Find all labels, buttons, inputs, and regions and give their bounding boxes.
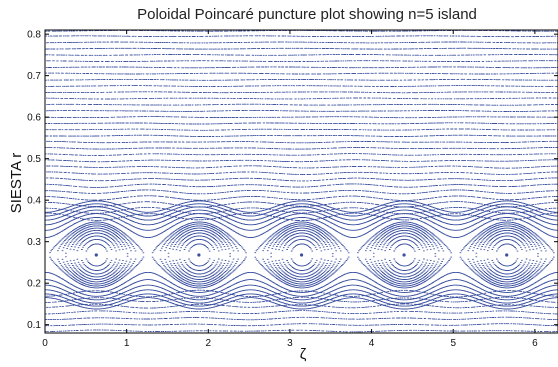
y-tick-label: 0.4 (27, 196, 41, 207)
x-tick-label: 5 (450, 338, 456, 349)
island-contour (85, 243, 519, 252)
flux-surface (45, 323, 558, 327)
x-axis: 0 1 2 3 4 5 6 (42, 30, 538, 349)
flux-surface (44, 153, 558, 156)
island-contour (65, 255, 539, 283)
island-contour (69, 229, 535, 250)
x-tick-label: 3 (287, 338, 293, 349)
flux-surface (45, 296, 558, 303)
flux-surface (45, 177, 558, 182)
island-contour (76, 258, 528, 275)
x-tick-label: 1 (124, 338, 130, 349)
x-tick-label: 4 (369, 338, 375, 349)
y-axis-label: SIESTA r (8, 153, 25, 214)
flux-surface (45, 72, 558, 75)
island-contour (81, 238, 523, 251)
flux-surface (45, 310, 558, 315)
island-contour (69, 260, 535, 280)
flux-surface (45, 66, 558, 69)
island-contour (81, 259, 523, 271)
island-contour (61, 258, 543, 285)
island-contour (57, 258, 547, 287)
flux-surface (45, 41, 558, 44)
flux-surface (45, 54, 558, 56)
y-tick-label: 0.5 (27, 154, 41, 165)
flux-surface (45, 316, 558, 321)
flux-surface (45, 329, 558, 333)
flux-surface (46, 140, 558, 144)
flux-surface (44, 195, 558, 201)
island-contour (65, 227, 539, 255)
flux-surface (45, 303, 558, 309)
island-contour (73, 232, 531, 251)
flux-surface (45, 134, 558, 137)
y-tick-label: 0.6 (27, 113, 41, 124)
island-contour (85, 258, 519, 267)
flux-surface (45, 85, 558, 87)
flux-surface (45, 189, 558, 195)
plot-area (44, 29, 558, 334)
flux-surface (44, 147, 558, 150)
island-contour (73, 259, 531, 278)
flux-surface (45, 122, 558, 125)
y-axis: 0.1 0.2 0.3 0.4 0.5 0.6 0.7 0.8 (27, 30, 558, 331)
y-tick-label: 0.1 (27, 320, 41, 331)
chart-title: Poloidal Poincaré puncture plot showing … (137, 6, 477, 23)
flux-surface (44, 183, 558, 188)
plot-frame (44, 29, 558, 334)
island-contour (49, 256, 555, 289)
y-tick-label: 0.8 (27, 30, 41, 41)
island-contour (57, 223, 547, 252)
o-point-marker (94, 253, 98, 257)
island-contour (49, 221, 555, 254)
flux-surface (46, 171, 558, 175)
flux-surface (45, 97, 558, 100)
plot-background (45, 30, 558, 333)
x-tick-label: 0 (42, 338, 48, 349)
y-tick-label: 0.2 (27, 279, 41, 290)
o-point-marker (299, 253, 304, 257)
y-tick-label: 0.3 (27, 237, 41, 248)
flux-surface (46, 60, 558, 63)
flux-surface (45, 78, 558, 81)
y-tick-label: 0.7 (27, 71, 41, 82)
flux-surface (45, 128, 558, 131)
island-contour (61, 225, 543, 252)
island-contour (76, 235, 528, 252)
x-tick-label: 6 (532, 338, 538, 349)
flux-surface (45, 91, 558, 94)
flux-surface (46, 109, 558, 112)
flux-surface (46, 103, 558, 106)
flux-surface (46, 165, 558, 169)
flux-surface (44, 47, 558, 50)
x-tick-label: 2 (206, 338, 212, 349)
puncture-points (44, 29, 558, 333)
x-axis-label: ζ (300, 346, 307, 363)
o-point-marker (402, 253, 406, 257)
o-point-marker (197, 253, 201, 257)
o-point-marker (505, 253, 509, 257)
flux-surface (45, 35, 558, 38)
